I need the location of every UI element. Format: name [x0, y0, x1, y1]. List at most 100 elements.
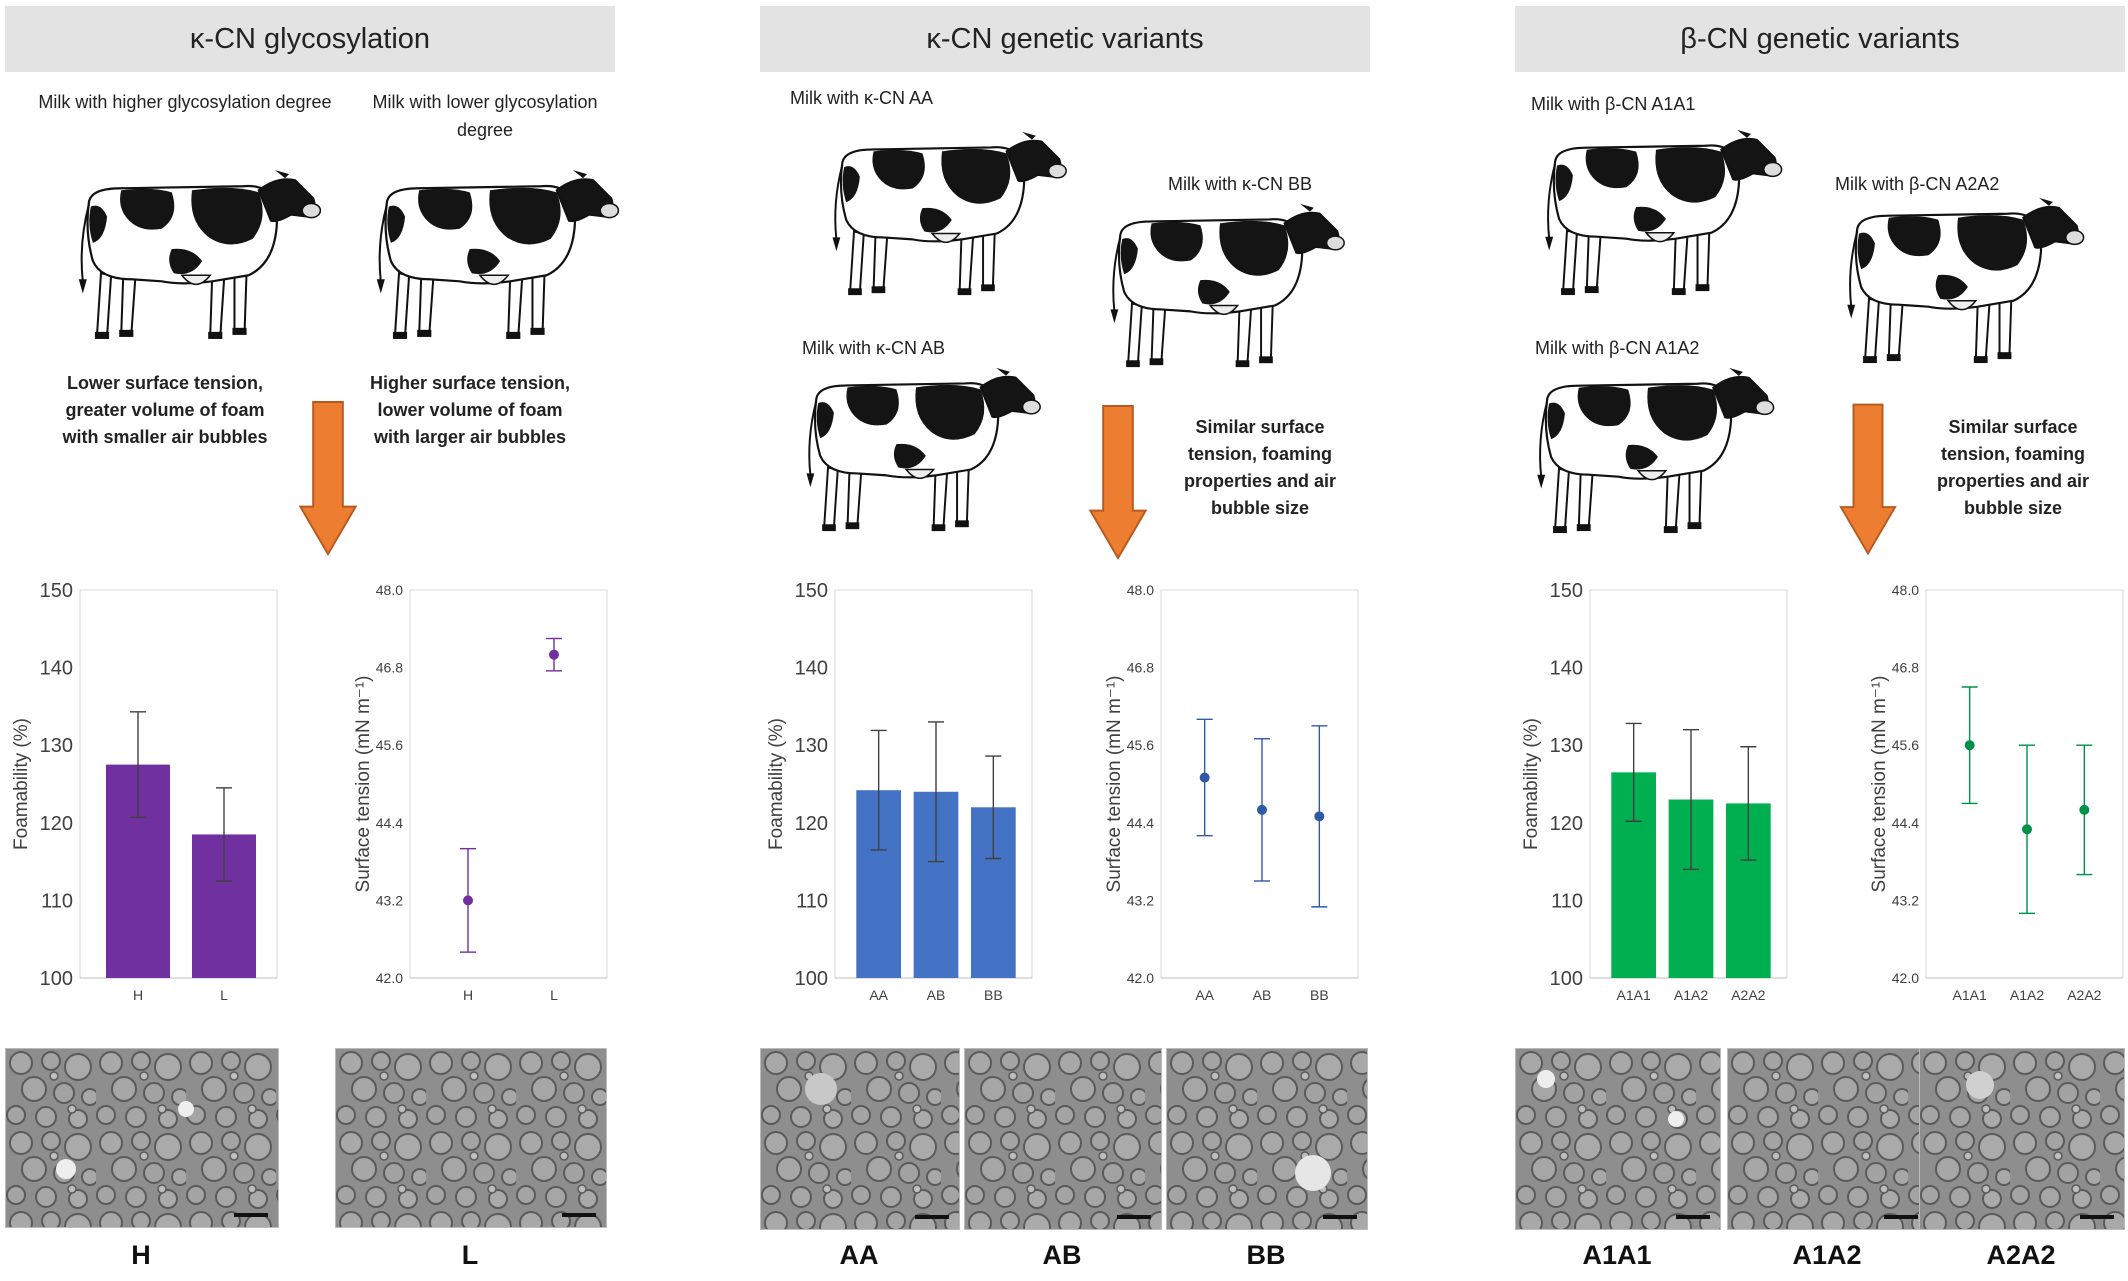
x-tick-label: AB: [927, 987, 946, 1003]
x-tick-label: A1A2: [2010, 987, 2044, 1003]
effect-text-lower: Higher surface tension, lower volume of …: [369, 373, 571, 447]
panel-kcn-variants: κ-CN genetic variants Milk with κ-CN AA …: [760, 0, 1380, 1281]
foamability-chart-glycosylation: 100 110 120 130 140 150 Foamability (%) H L: [11, 580, 278, 1003]
down-arrow-icon: [1839, 402, 1897, 558]
micrograph-label-AB: AB: [1042, 1240, 1082, 1270]
micrograph-label-L: L: [461, 1240, 479, 1270]
micrograph-label-A2A2: A2A2: [1986, 1240, 2056, 1270]
y-tick-label: 44.4: [1127, 815, 1154, 831]
y-axis-label: Surface tension (mN m⁻¹): [1104, 676, 1125, 893]
x-tick-label: A1A2: [1674, 987, 1708, 1003]
y-tick-label: 48.0: [1892, 582, 1919, 598]
y-tick-label: 42.0: [376, 970, 403, 986]
y-tick-label: 43.2: [1892, 892, 1919, 908]
group-label-A1A1: Milk with β-CN A1A1: [1531, 94, 1696, 114]
y-tick-label: 42.0: [1127, 970, 1154, 986]
micrograph-A1A2: [1727, 1048, 1929, 1230]
x-tick-label: AB: [1253, 987, 1272, 1003]
cow-illustration-A1A2: [1515, 360, 1781, 538]
micrograph-AA: [760, 1048, 960, 1230]
y-tick-label: 150: [795, 580, 828, 602]
x-tick-label: A2A2: [1731, 987, 1765, 1003]
y-tick-label: 46.8: [1892, 660, 1919, 676]
micrograph-A2A2: [1919, 1048, 2125, 1230]
x-tick-label: AA: [869, 987, 888, 1003]
y-tick-label: 150: [40, 580, 73, 602]
y-axis-label: Surface tension (mN m⁻¹): [353, 676, 374, 893]
y-tick-label: 43.2: [1127, 892, 1154, 908]
y-tick-label: 140: [795, 658, 828, 680]
down-arrow-icon: [298, 400, 358, 558]
y-tick-label: 44.4: [1892, 815, 1919, 831]
panel-title: β-CN genetic variants: [1515, 6, 2125, 72]
group-label-AA: Milk with κ-CN AA: [790, 88, 934, 108]
x-tick-label: A1A1: [1953, 987, 1987, 1003]
y-tick-label: 100: [40, 968, 73, 990]
group-label-higher: Milk with higher glycosylation degree: [38, 92, 332, 112]
y-tick-label: 45.6: [1127, 737, 1154, 753]
effect-text: Similar surface tension, foaming propert…: [1936, 417, 2090, 518]
x-tick-label: BB: [1310, 987, 1329, 1003]
micrograph-BB: [1166, 1048, 1368, 1230]
x-tick-label: L: [220, 987, 228, 1003]
group-label-A2A2: Milk with β-CN A2A2: [1835, 174, 2000, 194]
y-tick-label: 110: [796, 890, 828, 912]
y-tick-label: 46.8: [1127, 660, 1154, 676]
y-tick-label: 120: [40, 813, 73, 835]
y-tick-label: 110: [1551, 890, 1583, 912]
group-label-AB: Milk with κ-CN AB: [802, 338, 946, 358]
y-tick-label: 48.0: [1127, 582, 1154, 598]
micrograph-AB: [964, 1048, 1162, 1230]
group-label-lower: Milk with lower glycosylation degree: [372, 92, 598, 140]
panel-bcn-variants: β-CN genetic variants Milk with β-CN A1A…: [1515, 0, 2128, 1281]
y-tick-label: 42.0: [1892, 970, 1919, 986]
y-tick-label: 120: [795, 813, 828, 835]
foamability-chart-kcn: 100 110 120 130 140 150 Foamability (%) AA AB BB: [766, 580, 1033, 1003]
cow-illustration-AA: [812, 124, 1072, 300]
y-axis-label: Surface tension (mN m⁻¹): [1869, 676, 1890, 893]
surface-tension-chart-glycosylation: 42.0 43.2 44.4 45.6 46.8 48.0 Surface tension …: [353, 582, 608, 1003]
y-tick-label: 46.8: [376, 660, 403, 676]
x-tick-label: AA: [1195, 987, 1214, 1003]
plot-area: [1925, 589, 2124, 979]
x-tick-label: H: [133, 987, 143, 1003]
down-arrow-icon: [1088, 404, 1148, 562]
cow-illustration-AB: [786, 360, 1046, 536]
x-tick-label: H: [463, 987, 473, 1003]
y-tick-label: 43.2: [376, 892, 403, 908]
effect-text-higher: Lower surface tension, greater volume of…: [62, 373, 268, 447]
micrograph-A1A1: [1515, 1048, 1721, 1230]
y-tick-label: 130: [40, 735, 73, 757]
y-tick-label: 140: [40, 658, 73, 680]
cow-illustration-BB: [1090, 196, 1350, 372]
micrograph-label-A1A2: A1A2: [1792, 1240, 1862, 1270]
y-axis-label: Foamability (%): [1521, 718, 1542, 850]
micrograph-label-AA: AA: [839, 1240, 879, 1270]
y-tick-label: 100: [1550, 968, 1583, 990]
y-tick-label: 45.6: [1892, 737, 1919, 753]
cow-illustration-higher: [57, 162, 327, 344]
micrograph-label-BB: BB: [1246, 1240, 1286, 1270]
group-label-A1A2: Milk with β-CN A1A2: [1535, 338, 1700, 358]
group-label-BB: Milk with κ-CN BB: [1167, 174, 1312, 194]
cow-illustration-lower: [355, 162, 625, 344]
foamability-chart-bcn: 100 110 120 130 140 150 Foamability (%) A1A1 A1A…: [1521, 580, 1788, 1003]
x-tick-label: BB: [984, 987, 1003, 1003]
panel-glycosylation: κ-CN glycosylation Milk with higher glyc…: [5, 0, 625, 1281]
x-tick-label: A2A2: [2067, 987, 2101, 1003]
surface-tension-chart-bcn: 42.0 43.2 44.4 45.6 46.8 48.0 Surface tension …: [1869, 582, 2124, 1003]
effect-text: Similar surface tension, foaming propert…: [1183, 417, 1337, 518]
y-tick-label: 110: [41, 890, 73, 912]
cow-illustration-A1A1: [1523, 122, 1789, 300]
y-tick-label: 100: [795, 968, 828, 990]
y-axis-label: Foamability (%): [11, 718, 32, 850]
plot-area: [409, 589, 608, 979]
y-tick-label: 150: [1550, 580, 1583, 602]
y-tick-label: 130: [1550, 735, 1583, 757]
micrograph-L: [335, 1048, 607, 1228]
cow-illustration-A2A2: [1825, 190, 2091, 368]
plot-area: [1160, 589, 1359, 979]
surface-tension-chart-kcn: 42.0 43.2 44.4 45.6 46.8 48.0 Surface tension …: [1104, 582, 1359, 1003]
x-tick-label: A1A1: [1617, 987, 1651, 1003]
micrograph-label-A1A1: A1A1: [1582, 1240, 1652, 1270]
